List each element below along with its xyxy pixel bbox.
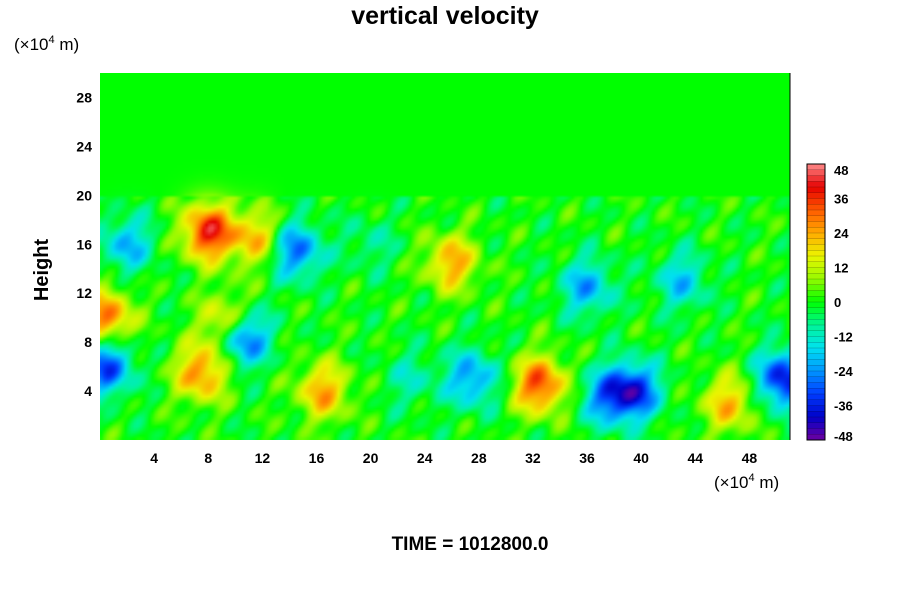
- colorbar-segment: [807, 371, 825, 378]
- colorbar-segment: [807, 319, 825, 326]
- colorbar-segment: [807, 428, 825, 435]
- colorbar-segment: [807, 273, 825, 280]
- x-axis-ticks: 4 8 12 16 20 24 28 32 36 40 44 48: [150, 450, 757, 466]
- y-tick-label: 4: [84, 383, 92, 399]
- x-tick-label: 24: [417, 450, 433, 466]
- y-axis-unit: (×104 m): [14, 34, 79, 54]
- heatmap-field: [100, 73, 790, 440]
- y-axis-ticks: 4 8 12 16 20 24 28: [76, 89, 92, 399]
- colorbar-segment: [807, 169, 825, 176]
- colorbar-segment: [807, 244, 825, 251]
- y-tick-label: 8: [84, 334, 92, 350]
- colorbar-segment: [807, 238, 825, 245]
- colorbar-segment: [807, 330, 825, 337]
- colorbar-segment: [807, 296, 825, 303]
- x-tick-label: 20: [363, 450, 379, 466]
- time-label: TIME = 1012800.0: [392, 534, 549, 555]
- x-tick-label: 4: [150, 450, 158, 466]
- colorbar-segment: [807, 284, 825, 291]
- colorbar-segment: [807, 353, 825, 360]
- x-tick-label: 16: [309, 450, 325, 466]
- colorbar-segment: [807, 434, 825, 441]
- colorbar-segment: [807, 192, 825, 199]
- heatmap-image: [100, 73, 790, 440]
- colorbar-tick-label: 0: [834, 295, 841, 310]
- colorbar-segment: [807, 210, 825, 217]
- colorbar-segment: [807, 221, 825, 228]
- colorbar-tick-label: 48: [834, 163, 848, 178]
- colorbar-segment: [807, 325, 825, 332]
- x-tick-label: 44: [688, 450, 704, 466]
- colorbar-segment: [807, 307, 825, 314]
- colorbar-segment: [807, 399, 825, 406]
- x-tick-label: 28: [471, 450, 487, 466]
- colorbar: [806, 163, 826, 441]
- colorbar-segment: [807, 181, 825, 188]
- x-tick-label: 8: [204, 450, 212, 466]
- colorbar-segment: [807, 250, 825, 257]
- x-axis-unit: (×104 m): [714, 472, 779, 492]
- colorbar-segment: [807, 411, 825, 418]
- colorbar-segment: [807, 342, 825, 349]
- y-tick-label: 24: [76, 138, 92, 154]
- colorbar-segment: [807, 359, 825, 366]
- colorbar-segment: [807, 405, 825, 412]
- colorbar-segment: [807, 313, 825, 320]
- colorbar-segment: [807, 394, 825, 401]
- y-tick-label: 16: [76, 236, 92, 252]
- y-tick-label: 20: [76, 187, 92, 203]
- x-tick-label: 40: [633, 450, 649, 466]
- colorbar-tick-label: -36: [834, 399, 853, 414]
- colorbar-segment: [807, 187, 825, 194]
- x-tick-label: 12: [255, 450, 271, 466]
- x-tick-label: 48: [742, 450, 758, 466]
- colorbar-segment: [807, 261, 825, 268]
- colorbar-tick-label: -12: [834, 330, 853, 345]
- x-tick-label: 32: [525, 450, 541, 466]
- colorbar-segment: [807, 267, 825, 274]
- colorbar-segment: [807, 290, 825, 297]
- colorbar-tick-label: -48: [834, 429, 853, 444]
- y-axis-label: Height: [31, 239, 53, 302]
- colorbar-tick-label: 24: [834, 226, 849, 241]
- colorbar-segment: [807, 215, 825, 222]
- colorbar-segment: [807, 256, 825, 263]
- colorbar-segment: [807, 336, 825, 343]
- colorbar-segment: [807, 417, 825, 424]
- colorbar-segment: [807, 233, 825, 240]
- colorbar-segment: [807, 164, 825, 171]
- colorbar-segment: [807, 227, 825, 234]
- colorbar-segment: [807, 422, 825, 429]
- chart-title: vertical velocity: [351, 2, 539, 30]
- colorbar-frame: [806, 163, 826, 441]
- colorbar-segment: [807, 204, 825, 211]
- colorbar-ticks: 48 36 24 12 0 -12 -24 -36 -48: [834, 163, 854, 444]
- colorbar-segment: [807, 365, 825, 372]
- colorbar-segment: [807, 198, 825, 205]
- colorbar-segment: [807, 175, 825, 182]
- colorbar-segment: [807, 376, 825, 383]
- colorbar-tick-label: 12: [834, 261, 848, 276]
- y-tick-label: 28: [76, 89, 92, 105]
- colorbar-segment: [807, 302, 825, 309]
- colorbar-segment: [807, 279, 825, 286]
- colorbar-segment: [807, 388, 825, 395]
- x-tick-label: 36: [579, 450, 595, 466]
- y-tick-label: 12: [76, 285, 92, 301]
- colorbar-segment: [807, 348, 825, 355]
- colorbar-tick-label: -24: [834, 364, 854, 379]
- colorbar-tick-label: 36: [834, 192, 848, 207]
- colorbar-segment: [807, 382, 825, 389]
